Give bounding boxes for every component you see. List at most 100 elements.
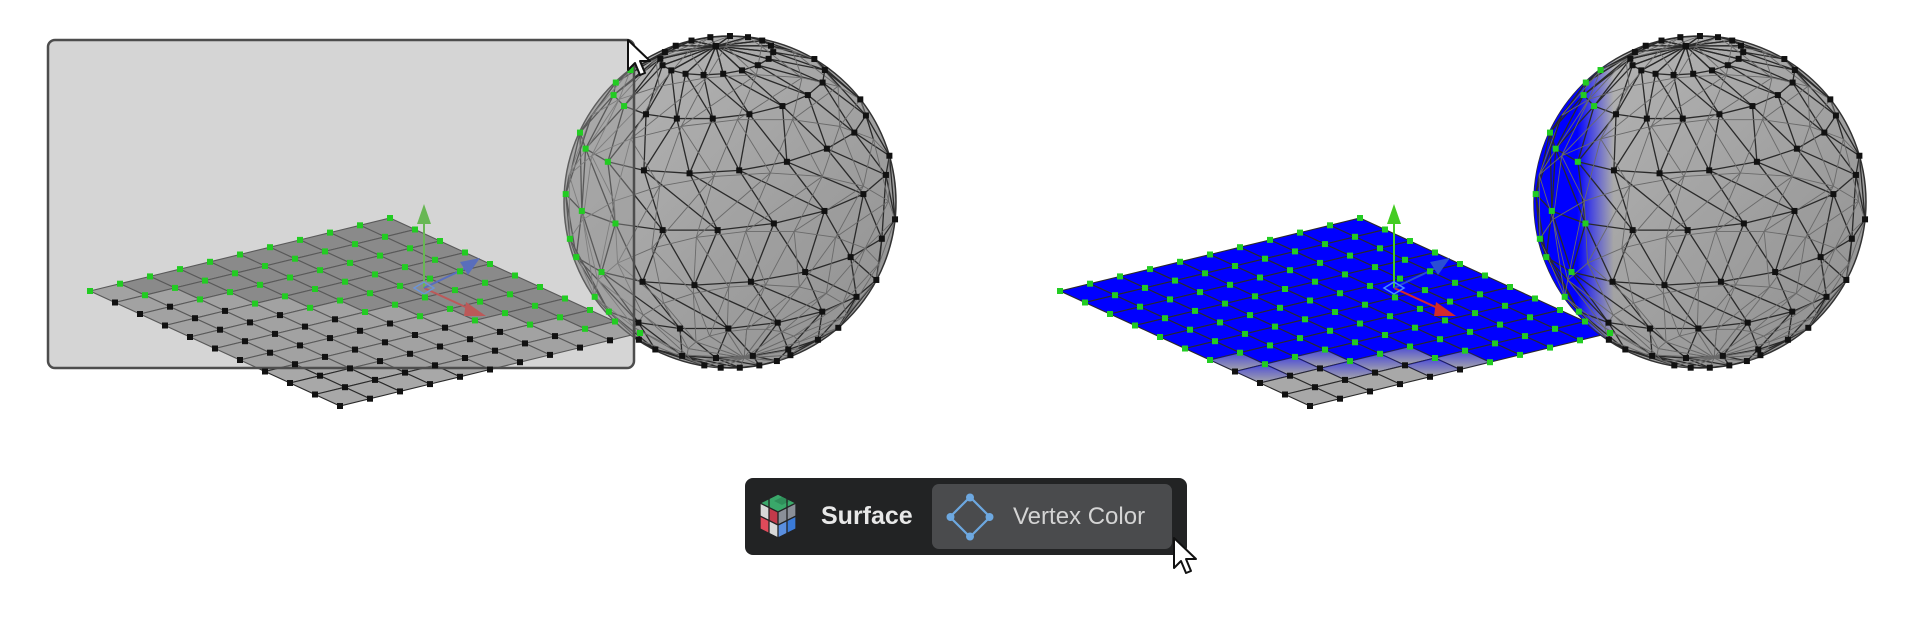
- mesh-vertex: [212, 345, 218, 352]
- mesh-vertex: [819, 308, 826, 315]
- sphere-edge: [1796, 148, 1834, 195]
- sphere-edge: [1767, 341, 1770, 349]
- mesh-vertex: [821, 207, 828, 214]
- mesh-vertex: [1605, 336, 1612, 343]
- mesh-vertex: [532, 302, 538, 309]
- sphere-edge: [1795, 237, 1807, 294]
- mesh-vertex: [657, 55, 664, 62]
- gizmo-z-arrow[interactable]: [1430, 258, 1450, 275]
- sphere-edge: [1685, 45, 1694, 74]
- vertex-color-toolbar: Surface Vertex Color: [745, 478, 1187, 555]
- sphere-edge: [1577, 161, 1615, 171]
- gizmo-z-arrow[interactable]: [460, 258, 480, 275]
- right-transform-gizmo[interactable]: [1382, 204, 1456, 316]
- mesh-vertex: [267, 349, 273, 356]
- sphere-edge: [1816, 262, 1850, 316]
- mesh-vertex: [700, 71, 707, 78]
- sphere-edge: [1552, 219, 1566, 297]
- sphere-edge: [1713, 329, 1718, 358]
- mesh-vertex: [725, 325, 732, 332]
- mesh-vertex: [1297, 335, 1303, 342]
- sphere-edge: [1805, 185, 1834, 238]
- sphere-edge: [1672, 45, 1687, 76]
- sphere-edge: [1613, 302, 1634, 316]
- sphere-edge: [1593, 58, 1631, 107]
- sphere-edge: [1855, 174, 1866, 220]
- mesh-vertex: [1622, 346, 1629, 353]
- vertex-color-button[interactable]: Vertex Color: [932, 484, 1172, 549]
- selection-rectangle[interactable]: [46, 38, 636, 370]
- sphere-edge: [1656, 348, 1659, 356]
- left-transform-gizmo[interactable]: [412, 204, 486, 316]
- mesh-vertex: [635, 319, 642, 326]
- gizmo-y-arrow[interactable]: [417, 204, 431, 224]
- mesh-vertex: [765, 55, 772, 62]
- sphere-edge: [655, 58, 660, 87]
- mesh-vertex: [659, 62, 666, 69]
- sphere-edge: [770, 172, 823, 177]
- mesh-vertex: [1791, 207, 1798, 214]
- mesh-vertex: [1427, 373, 1433, 380]
- gizmo-y-arrow[interactable]: [1387, 204, 1401, 224]
- sphere-edge: [1796, 293, 1813, 304]
- mesh-vertex: [1267, 342, 1273, 349]
- mesh-vertex: [717, 364, 724, 371]
- sphere-edge: [1763, 302, 1813, 337]
- sphere-edge: [1612, 281, 1651, 329]
- sphere-edge: [1535, 174, 1540, 195]
- sphere-edge: [569, 238, 596, 298]
- sphere-edge: [1633, 302, 1659, 349]
- sphere-edge: [726, 331, 745, 359]
- sphere-edge: [1621, 176, 1685, 249]
- sphere-edge: [1720, 281, 1749, 324]
- sphere-wireframe: [565, 36, 896, 368]
- sphere-edge: [630, 125, 682, 140]
- mesh-vertex: [1197, 289, 1203, 296]
- gizmo-x-axis[interactable]: [423, 287, 473, 311]
- sphere-edge: [662, 229, 696, 286]
- mesh-vertex: [297, 342, 303, 349]
- sphere-edge: [885, 155, 891, 176]
- gizmo-x-arrow[interactable]: [1434, 302, 1456, 316]
- sphere-edge: [1820, 256, 1847, 281]
- sphere-edge: [1807, 85, 1831, 100]
- sphere-edge: [717, 229, 752, 283]
- mesh-vertex: [1791, 67, 1798, 74]
- sphere-edge: [837, 86, 841, 127]
- sphere-edge: [1805, 200, 1859, 238]
- mesh-vertex: [1457, 366, 1463, 373]
- mesh-vertex: [1670, 71, 1677, 78]
- sphere-edge: [686, 348, 689, 356]
- mesh-vertex: [802, 269, 809, 276]
- sphere-edge: [1812, 303, 1818, 316]
- mesh-vertex: [679, 352, 686, 359]
- sphere-edge: [662, 45, 717, 66]
- sphere-edge: [864, 219, 896, 249]
- mesh-vertex: [1597, 67, 1604, 74]
- sphere-edge: [1719, 105, 1753, 115]
- mesh-vertex: [512, 272, 518, 279]
- sphere-edge: [663, 292, 694, 304]
- mesh-vertex: [720, 70, 727, 77]
- gizmo-center[interactable]: [412, 281, 436, 295]
- sphere-edge: [1722, 322, 1749, 357]
- gizmo-center[interactable]: [1382, 281, 1406, 295]
- sphere-edge: [691, 39, 717, 47]
- sphere-edge: [686, 354, 693, 362]
- sphere-edge: [744, 357, 777, 362]
- sphere-edge: [888, 155, 890, 202]
- sphere-edge: [1692, 73, 1720, 115]
- gizmo-x-axis[interactable]: [1393, 287, 1443, 311]
- sphere-edge: [792, 50, 839, 87]
- mesh-vertex: [1661, 282, 1668, 289]
- sphere-edge: [1611, 229, 1634, 282]
- mesh-vertex: [137, 311, 143, 317]
- sphere-edge: [842, 248, 866, 304]
- sphere-edge: [865, 115, 890, 157]
- sphere-edge: [745, 176, 823, 232]
- gizmo-x-arrow[interactable]: [464, 302, 486, 316]
- sphere-edge: [1539, 238, 1566, 298]
- sphere-edge: [1812, 248, 1836, 304]
- mesh-vertex: [1552, 325, 1558, 332]
